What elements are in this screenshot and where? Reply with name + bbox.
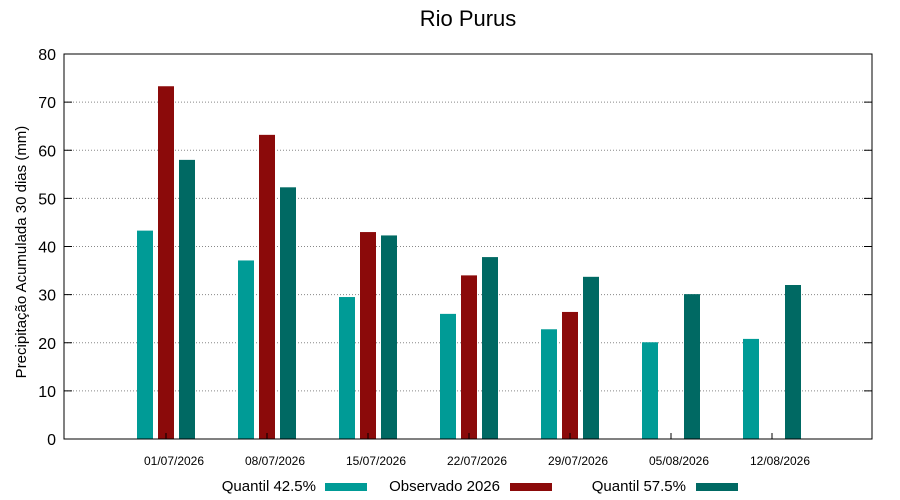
bar-quantil-57-5: [482, 257, 498, 439]
legend-swatch: [510, 483, 552, 491]
legend-swatch: [696, 483, 738, 491]
bar-observado-2026: [562, 311, 578, 439]
y-tick-label: 60: [38, 143, 56, 160]
y-axis-ticks: 0 10 20 30 40 50 60 70 80: [38, 47, 872, 449]
x-category-label: 15/07/2026: [346, 454, 406, 468]
bar-quantil-42-5: [137, 230, 153, 439]
legend-swatch: [325, 483, 367, 491]
bar-quantil-42-5: [440, 313, 456, 439]
y-tick-label: 70: [38, 95, 56, 112]
x-category-label: 08/07/2026: [245, 454, 305, 468]
x-category-label: 05/08/2026: [649, 454, 709, 468]
bar-observado-2026: [360, 232, 376, 439]
bar-observado-2026: [158, 86, 174, 440]
x-axis-categories: 01/07/2026 08/07/2026 15/07/2026 22/07/2026…: [144, 433, 810, 468]
y-tick-label: 30: [38, 288, 56, 305]
x-category-label: 12/08/2026: [750, 454, 810, 468]
bar-quantil-42-5: [541, 329, 557, 439]
bar-quantil-57-5: [280, 187, 296, 439]
bar-quantil-57-5: [785, 285, 801, 439]
y-tick-label: 0: [47, 432, 56, 449]
y-tick-label: 80: [38, 47, 56, 64]
bars: [137, 86, 801, 440]
bar-quantil-42-5: [339, 297, 355, 439]
y-tick-label: 20: [38, 336, 56, 353]
bar-quantil-42-5: [642, 342, 658, 439]
bar-quantil-57-5: [684, 294, 700, 439]
x-category-label: 22/07/2026: [447, 454, 507, 468]
legend-label: Quantil 57.5%: [592, 478, 686, 495]
bar-quantil-57-5: [179, 159, 195, 439]
legend-label: Observado 2026: [389, 478, 500, 495]
x-category-label: 29/07/2026: [548, 454, 608, 468]
bar-quantil-42-5: [743, 338, 759, 439]
y-tick-label: 40: [38, 240, 56, 257]
bar-observado-2026: [259, 134, 275, 439]
bar-quantil-42-5: [238, 260, 254, 439]
y-axis-label: Precipitação Acumulada 30 dias (mm): [13, 126, 30, 379]
chart-title: Rio Purus: [420, 6, 517, 31]
bar-observado-2026: [461, 275, 477, 439]
legend-label: Quantil 42.5%: [222, 478, 316, 495]
bar-quantil-57-5: [583, 276, 599, 439]
y-tick-label: 10: [38, 384, 56, 401]
y-tick-label: 50: [38, 191, 56, 208]
bar-quantil-57-5: [381, 235, 397, 439]
x-category-label: 01/07/2026: [144, 454, 204, 468]
legend: Quantil 42.5% Observado 2026 Quantil 57.5%: [222, 478, 738, 495]
